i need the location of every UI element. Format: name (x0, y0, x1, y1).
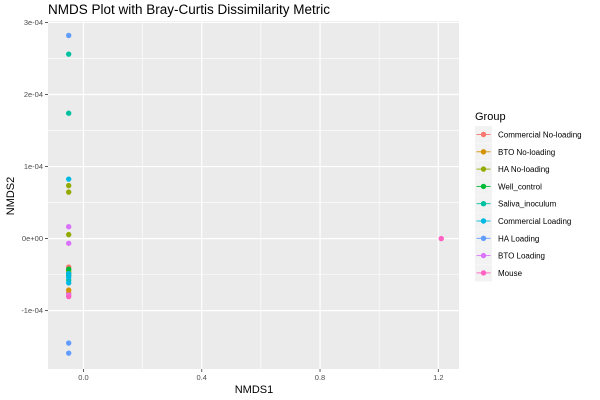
y-tick-label: 0e+00 (22, 234, 43, 243)
plot-panel (48, 21, 459, 369)
legend-label: BTO Loading (498, 252, 545, 261)
y-axis: -1e-04 0e+00 1e-04 2e-04 3e-04 (21, 18, 48, 315)
legend-label: HA Loading (498, 234, 539, 243)
legend-label: BTO No-loading (498, 148, 555, 157)
y-axis-title: NMDS2 (5, 177, 17, 216)
legend-label: Mouse (498, 269, 523, 278)
legend-label: Well_control (498, 182, 542, 191)
x-axis-title: NMDS1 (235, 384, 274, 396)
data-point (65, 110, 72, 116)
x-tick-label: 0.0 (78, 373, 88, 382)
legend-label: Commercial Loading (498, 217, 571, 226)
legend-key-point (480, 270, 487, 276)
data-point (65, 287, 72, 293)
y-tick-label: -1e-04 (21, 306, 43, 315)
y-tick-label: 1e-04 (24, 162, 43, 171)
data-point (65, 340, 72, 346)
data-points (65, 32, 444, 356)
legend-label: Saliva_inoculum (498, 200, 557, 209)
data-point (65, 293, 72, 300)
x-tick-label: 0.4 (197, 373, 207, 382)
legend-title: Group (475, 111, 506, 123)
y-tick-label: 3e-04 (24, 18, 43, 27)
data-point (65, 51, 72, 57)
data-point (65, 240, 72, 246)
legend-key-point (480, 252, 487, 259)
legend-key-point (480, 235, 487, 241)
legend-key-point (480, 201, 487, 207)
data-point (65, 280, 72, 286)
x-tick-label: 1.2 (433, 373, 443, 382)
y-tick-label: 2e-04 (24, 90, 43, 99)
data-point (65, 189, 72, 195)
legend-key-point (480, 149, 487, 155)
legend-key-point (480, 183, 487, 190)
legend-key-point (480, 131, 487, 138)
minor-gridlines (48, 21, 459, 369)
data-point (65, 182, 72, 189)
legend-key-point (480, 218, 487, 224)
x-axis: 0.0 0.4 0.8 1.2 (78, 369, 444, 382)
data-point (65, 274, 72, 280)
legend-label: Commercial No-loading (498, 131, 582, 140)
x-tick-label: 0.8 (315, 373, 325, 382)
data-point (65, 224, 72, 230)
legend-label: HA No-loading (498, 165, 550, 174)
major-gridlines (48, 21, 459, 369)
chart-title: NMDS Plot with Bray-Curtis Dissimilarity… (48, 2, 330, 17)
data-point (65, 350, 72, 356)
data-point (65, 32, 72, 39)
data-point (65, 231, 72, 238)
legend-key-point (480, 166, 487, 172)
data-point (65, 266, 72, 272)
data-point (65, 176, 72, 182)
legend: Group Commercial No-loading BTO No-loadin… (475, 111, 582, 282)
data-point (438, 235, 444, 242)
